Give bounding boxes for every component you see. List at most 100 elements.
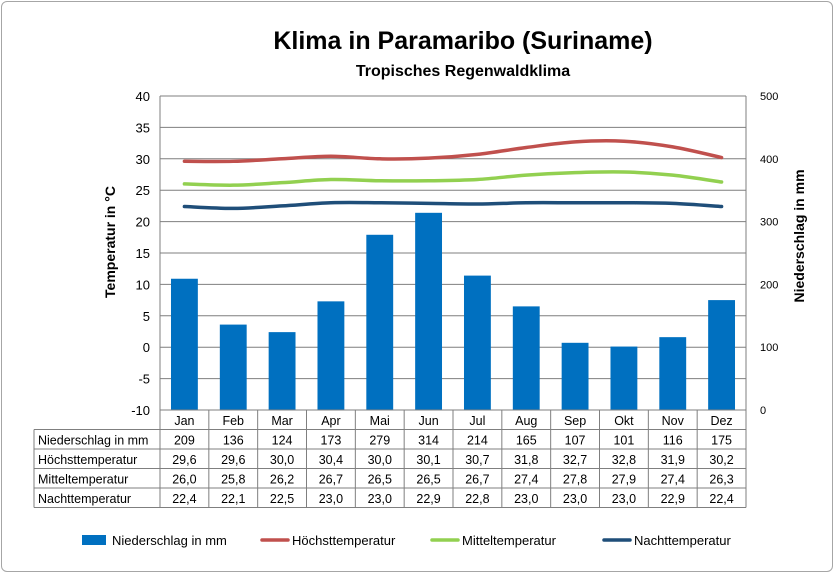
chart-title: Klima in Paramaribo (Suriname) [273,27,652,55]
table-cell: 175 [711,434,732,448]
right-tick-label: 400 [760,154,778,166]
category-label: Mar [271,414,293,428]
left-tick-label: 10 [136,277,150,292]
category-label: Jan [174,414,194,428]
table-cell: 22,9 [661,492,685,506]
table-cell: 26,0 [172,473,196,487]
table-cell: 31,9 [661,453,685,467]
table-cell: 279 [369,434,390,448]
right-tick-label: 0 [760,405,766,417]
left-tick-label: -10 [131,403,150,418]
precipitation-bars [170,212,736,410]
table-cell: 22,5 [270,492,294,506]
table-cell: 22,4 [172,492,196,506]
category-label: Okt [614,414,634,428]
table-cell: 22,4 [709,492,733,506]
table-cell: 27,9 [612,473,636,487]
table-cell: 136 [223,434,244,448]
table-cell: 30,0 [368,453,392,467]
table-cell: 124 [272,434,293,448]
bar-mar [268,332,296,410]
bar-apr [317,301,345,410]
table-cell: 107 [565,434,586,448]
right-tick-label: 300 [760,217,778,229]
left-tick-label: 25 [136,183,150,198]
gridlines [160,95,746,411]
table-cell: 23,0 [319,492,343,506]
axes: 40 35 30 25 20 15 10 5 0 -5 -10 500 400 300 200 100 0 [131,89,778,418]
left-tick-label: -5 [138,372,150,387]
table-cell: 209 [174,434,195,448]
category-label: Dez [710,414,732,428]
table-cell: 27,8 [563,473,587,487]
table-cell: 23,0 [368,492,392,506]
legend-label-3: Nachttemperatur [634,533,731,548]
table-cell: 30,0 [270,453,294,467]
right-tick-label: 500 [760,91,778,103]
left-axis-title: Temperatur in °C [102,186,118,298]
table-cell: 27,4 [514,473,538,487]
bar-nov [659,337,687,410]
table-cell: 29,6 [221,453,245,467]
table-cell: 314 [418,434,439,448]
table-cell: 32,7 [563,453,587,467]
table-cell: 23,0 [612,492,636,506]
table-cell: 165 [516,434,537,448]
table-cell: 22,9 [416,492,440,506]
table-cell: 22,8 [465,492,489,506]
line-series-1 [182,139,724,164]
legend-label-2: Mitteltemperatur [462,533,557,548]
row-label: Höchsttemperatur [38,453,137,467]
table-cell: 30,4 [319,453,343,467]
category-label: Sep [564,414,586,428]
bar-sep [561,342,589,410]
left-tick-label: 30 [136,152,150,167]
bar-jan [170,278,198,410]
temperature-lines [182,139,724,211]
table-cell: 116 [663,434,683,448]
table-cell: 23,0 [563,492,587,506]
legend-swatch-0 [82,535,106,545]
category-label: Nov [662,414,685,428]
legend: Niederschlag in mm Höchsttemperatur Mittel… [82,533,731,548]
left-tick-label: 20 [136,215,150,230]
bar-jun [415,212,443,410]
table-cell: 30,7 [465,453,489,467]
left-tick-label: 40 [136,89,150,104]
right-tick-label: 200 [760,279,778,291]
category-label: Feb [222,414,244,428]
row-label: Niederschlag in mm [38,434,148,448]
data-table: Jan Feb Mar Apr Mai Jun Jul Aug Sep Okt Nov Dez Nied… [33,409,747,508]
table-cell: 26,5 [368,473,392,487]
table-cell: 26,5 [416,473,440,487]
table-cell: 30,1 [416,453,440,467]
category-label: Aug [515,414,537,428]
right-tick-label: 100 [760,342,778,354]
table-cell: 30,2 [709,453,733,467]
table-cell: 26,7 [319,473,343,487]
table-cell: 25,8 [221,473,245,487]
category-label: Jun [419,414,439,428]
right-axis-title: Niederschlag in mm [791,169,807,302]
table-cell: 173 [320,434,341,448]
row-label: Mitteltemperatur [38,473,128,487]
bar-feb [219,324,247,410]
table-cell: 29,6 [172,453,196,467]
category-label: Apr [321,414,340,428]
bar-okt [610,346,638,410]
category-label: Mai [370,414,390,428]
chart-subtitle: Tropisches Regenwaldklima [356,63,570,80]
table-cell: 32,8 [612,453,636,467]
bar-mai [366,234,394,410]
bar-dez [708,300,736,410]
line-series-3 [182,200,724,211]
legend-label-1: Höchsttemperatur [292,533,396,548]
table-cell: 26,3 [709,473,733,487]
table-cell: 31,8 [514,453,538,467]
table-cell: 26,7 [465,473,489,487]
table-cell: 26,2 [270,473,294,487]
bar-aug [512,306,540,410]
left-tick-label: 0 [143,340,150,355]
table-cell: 101 [613,434,634,448]
